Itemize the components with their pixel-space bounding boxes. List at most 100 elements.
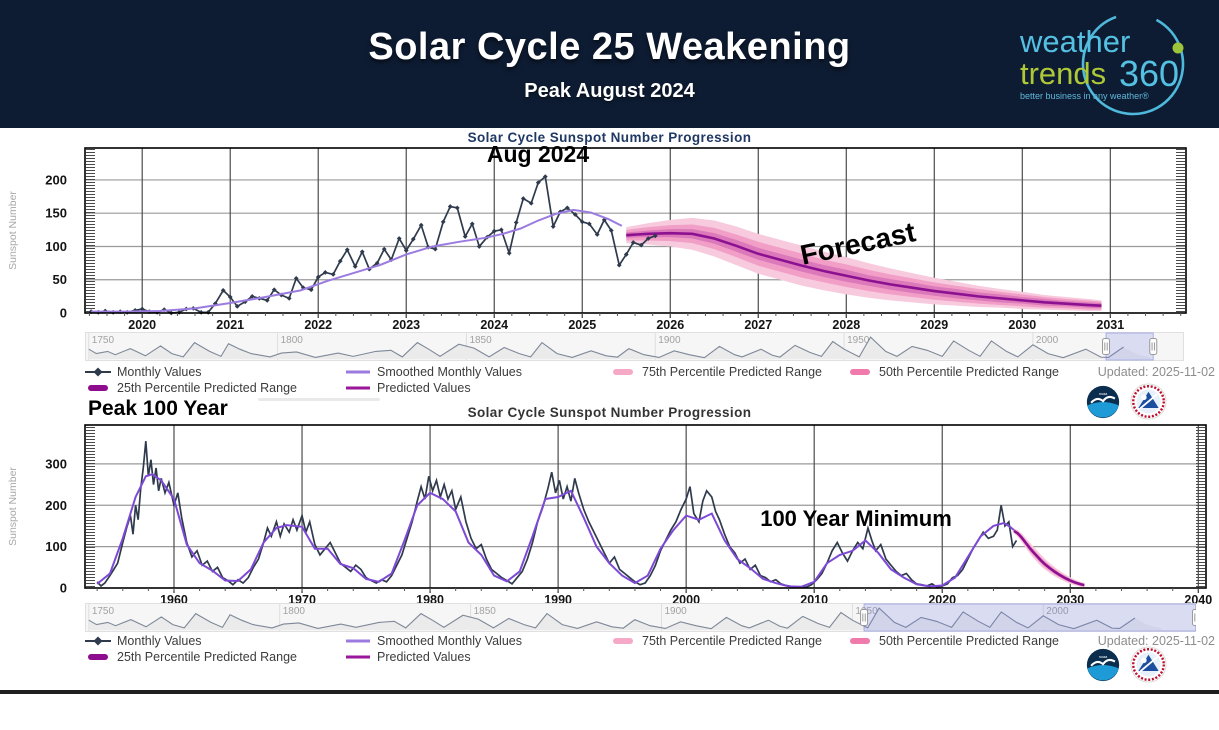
x-tick-label: 2010 <box>800 593 828 604</box>
monthly-marker <box>432 246 438 252</box>
chart1-title: Solar Cycle Sunspot Number Progression <box>467 130 752 145</box>
monthly-marker <box>447 204 453 209</box>
monthly-marker <box>476 244 482 249</box>
svg-text:noaa: noaa <box>1099 392 1108 396</box>
monthly-marker <box>498 227 504 233</box>
ui-remnant-bar <box>258 398 380 401</box>
updated-timestamp: Updated: 2025-11-02 <box>1097 633 1215 648</box>
noaa-logo-icon: noaa <box>1086 385 1120 418</box>
legend-item-predicted-values[interactable]: Predicted Values <box>345 381 610 395</box>
navigator-selection[interactable] <box>863 603 1196 632</box>
navigator-year-label: 1950 <box>847 335 870 346</box>
x-tick-label: 2021 <box>216 318 244 332</box>
monthly-marker <box>410 236 416 242</box>
annotation-100-year-minimum: 100 Year Minimum <box>760 506 952 531</box>
header: Solar Cycle 25 Weakening Peak August 202… <box>0 0 1219 128</box>
monthly-marker <box>586 221 592 227</box>
monthly-marker <box>616 262 622 268</box>
smoothed-values-line <box>91 208 623 313</box>
monthly-marker <box>528 200 534 206</box>
legend-item-75th-percentile-predicted-range[interactable]: 75th Percentile Predicted Range <box>610 634 847 648</box>
legend-label: Predicted Values <box>377 380 471 395</box>
x-tick-label: 1970 <box>288 593 316 604</box>
monthly-marker <box>542 174 548 180</box>
legend-label: Monthly Values <box>117 364 202 379</box>
legend-label: 50th Percentile Predicted Range <box>879 633 1059 648</box>
monthly-marker <box>491 228 497 234</box>
annotation-aug-2024: Aug 2024 <box>486 141 590 167</box>
legend-label: 50th Percentile Predicted Range <box>879 364 1059 379</box>
navigator-selection[interactable] <box>1105 332 1154 361</box>
y-tick-label: 0 <box>60 581 67 596</box>
monthly-marker <box>352 264 358 269</box>
monthly-marker <box>227 294 233 300</box>
page-title: Solar Cycle 25 Weakening <box>368 26 851 68</box>
legend-item-25th-percentile-predicted-range[interactable]: 25th Percentile Predicted Range <box>85 381 345 395</box>
monthly-marker <box>271 287 277 293</box>
chart1-range-navigator[interactable]: 1750 1800 1850 1900 1950 2000 <box>85 332 1184 361</box>
legend-item-50th-percentile-predicted-range[interactable]: 50th Percentile Predicted Range <box>847 365 1097 379</box>
chart2-title: Solar Cycle Sunspot Number Progression <box>467 405 752 420</box>
navigator-year-label: 1800 <box>283 606 306 617</box>
nws-logo-icon <box>1130 383 1167 420</box>
monthly-marker <box>264 297 270 303</box>
monthly-marker <box>374 260 380 266</box>
monthly-marker <box>652 233 658 239</box>
svg-text:noaa: noaa <box>1099 655 1108 659</box>
y-tick-label: 150 <box>45 206 67 221</box>
navigator-handle-right[interactable] <box>1192 609 1197 626</box>
x-tick-label: 1980 <box>416 593 444 604</box>
monthly-marker <box>550 224 556 229</box>
legend-marker-icon <box>85 366 111 378</box>
legend-label: Predicted Values <box>377 649 471 664</box>
logo-dot-icon <box>1172 42 1184 54</box>
monthly-marker <box>330 272 336 277</box>
navigator-handle-left[interactable] <box>860 609 869 626</box>
legend-item-monthly-values[interactable]: Monthly Values <box>85 634 345 648</box>
svg-text:better business in any weather: better business in any weather® <box>1020 91 1149 101</box>
x-tick-label: 2031 <box>1096 318 1124 332</box>
y-tick-label: 200 <box>45 498 67 513</box>
navigator-year-label: 1850 <box>474 606 497 617</box>
updated-timestamp: Updated: 2025-11-02 <box>1097 364 1215 379</box>
legend-item-25th-percentile-predicted-range[interactable]: 25th Percentile Predicted Range <box>85 650 345 664</box>
navigator-series-line <box>88 607 1136 630</box>
navigator-year-label: 1900 <box>664 606 687 617</box>
sunspot-chart-century[interactable]: 1960 1970 1980 1990 2000 2010 2020 2030 2040 0 100… <box>0 420 1219 604</box>
legend-row: 25th Percentile Predicted Range Predicted… <box>85 380 1215 395</box>
y-minor-ticks-left <box>86 425 95 588</box>
sunspot-chart-recent[interactable]: 2020 2021 2022 2023 2024 2025 2026 2027 2028 2029… <box>0 130 1219 332</box>
y-tick-label: 100 <box>45 539 67 554</box>
noaa-logo-icon: noaa <box>1086 648 1120 681</box>
legend-item-smoothed-monthly-values[interactable]: Smoothed Monthly Values <box>345 634 610 648</box>
legend-label: Smoothed Monthly Values <box>377 364 522 379</box>
monthly-marker <box>418 222 424 228</box>
legend-label: Smoothed Monthly Values <box>377 633 522 648</box>
x-tick-label: 2023 <box>392 318 420 332</box>
navigator-year-label: 1850 <box>469 335 492 346</box>
y-tick-label: 50 <box>53 272 67 287</box>
legend-item-75th-percentile-predicted-range[interactable]: 75th Percentile Predicted Range <box>610 365 847 379</box>
y-minor-ticks-left <box>86 148 95 313</box>
legend-item-50th-percentile-predicted-range[interactable]: 50th Percentile Predicted Range <box>847 634 1097 648</box>
monthly-marker <box>608 228 614 233</box>
nws-logo-icon <box>1130 646 1167 683</box>
monthly-marker <box>308 287 314 293</box>
navigator-handle-right[interactable] <box>1149 338 1158 355</box>
legend-item-monthly-values[interactable]: Monthly Values <box>85 365 345 379</box>
navigator-handle-left[interactable] <box>1102 338 1111 355</box>
monthly-marker <box>344 247 350 253</box>
monthly-marker <box>337 258 343 264</box>
y-axis-label: Sunspot Number <box>7 467 19 546</box>
legend-item-predicted-values[interactable]: Predicted Values <box>345 650 610 664</box>
x-tick-label: 2028 <box>832 318 860 332</box>
annotation-peak-100-year: Peak 100 Year <box>88 397 228 420</box>
x-tick-label: 2020 <box>928 593 956 604</box>
legend-item-smoothed-monthly-values[interactable]: Smoothed Monthly Values <box>345 365 610 379</box>
monthly-marker <box>381 246 387 252</box>
chart2-legend: Monthly Values Smoothed Monthly Values 75t… <box>85 633 1215 665</box>
legend-row: Monthly Values Smoothed Monthly Values 75t… <box>85 364 1215 379</box>
svg-text:weather: weather <box>1019 24 1130 59</box>
x-tick-label: 2020 <box>128 318 156 332</box>
